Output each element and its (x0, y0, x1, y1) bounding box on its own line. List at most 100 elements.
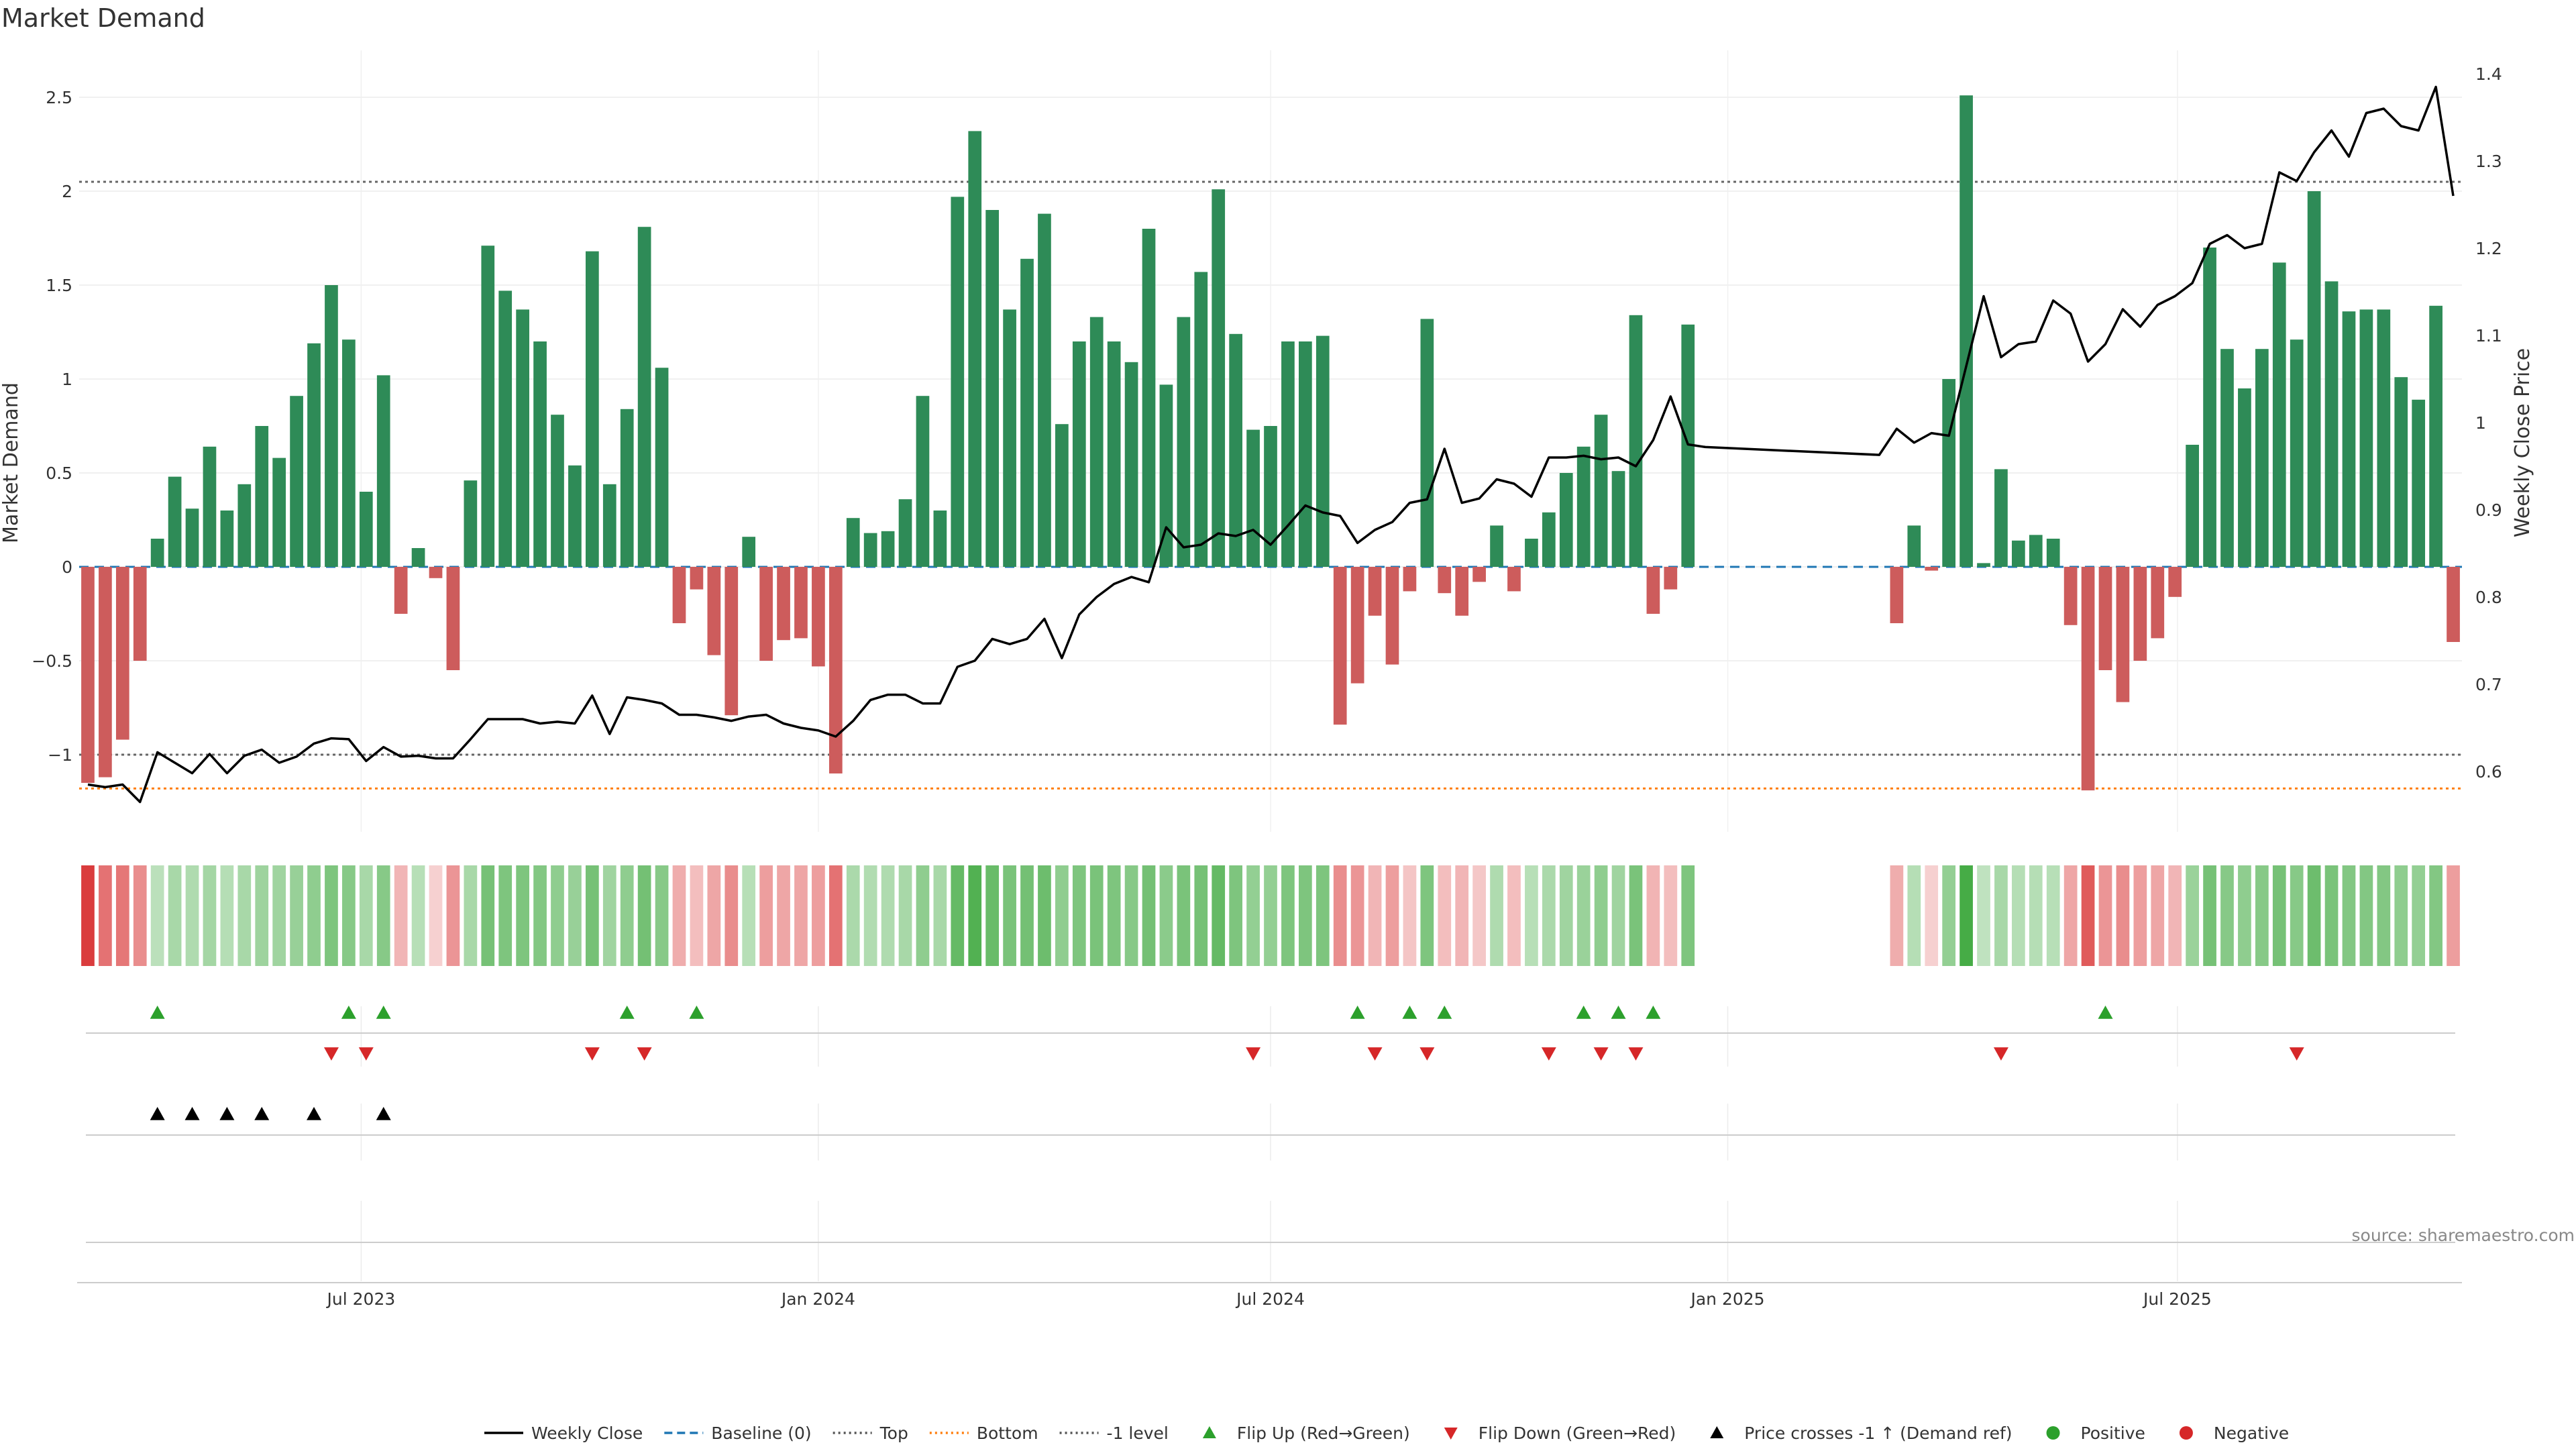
heat-strip-cell (794, 865, 808, 966)
demand-bar (2307, 191, 2321, 567)
heat-strip-cell (1977, 865, 1990, 966)
heat-strip-cell (150, 865, 164, 966)
demand-bar (168, 476, 182, 567)
heat-strip-cell (1264, 865, 1277, 966)
legend-item: Flip Down (Green→Red) (1444, 1424, 1676, 1443)
demand-bar (533, 341, 547, 567)
heat-strip-cell (481, 865, 495, 966)
right-y-tick-label: 1.1 (2475, 326, 2502, 345)
heat-strip-cell (1124, 865, 1138, 966)
heat-strip-cell (777, 865, 790, 966)
heat-strip-cell (2307, 865, 2321, 966)
demand-bar (968, 131, 982, 567)
x-axis: Jul 2023 Jan 2024 Jul 2024 Jan 2025 Jul 2025 (77, 1282, 2462, 1309)
heat-strip-cell (672, 865, 686, 966)
demand-bar (794, 567, 808, 639)
demand-bar (342, 339, 356, 567)
heat-strip-cell (99, 865, 112, 966)
demand-bar (551, 415, 564, 567)
demand-bar (1960, 95, 1973, 567)
right-y-tick-label: 0.9 (2475, 500, 2502, 520)
price-cross-marker (254, 1107, 270, 1120)
legend-label: Bottom (977, 1424, 1038, 1443)
heat-strip-cell (1960, 865, 1973, 966)
demand-bar (1942, 379, 1956, 567)
demand-bar (985, 210, 1000, 567)
demand-bar (1072, 341, 1086, 567)
demand-bar (759, 567, 773, 661)
heat-strip-cell (2081, 865, 2095, 966)
x-tick-label: Jul 2023 (326, 1289, 396, 1309)
heat-strip-cell (272, 865, 286, 966)
legend-label: Baseline (0) (711, 1424, 811, 1443)
demand-bar (1107, 341, 1121, 567)
heat-strip-cell (1246, 865, 1260, 966)
demand-bar (828, 567, 843, 773)
heat-strip-cell (1368, 865, 1382, 966)
heat-strip-cell (203, 865, 217, 966)
heat-strip-cell (828, 865, 843, 966)
flip-down-marker (1419, 1047, 1435, 1061)
flip-up-marker (619, 1006, 635, 1019)
heat-strip-cell (2203, 865, 2216, 966)
demand-bar (1664, 567, 1678, 590)
heat-strip-cell (2151, 865, 2165, 966)
demand-bar (1350, 567, 1364, 684)
heat-strip-cell (1333, 865, 1347, 966)
legend: Weekly Close Baseline (0) Top Bottom -1 leve… (484, 1424, 2289, 1443)
legend-item: Weekly Close (484, 1424, 643, 1443)
flip-up-marker (150, 1006, 165, 1019)
heat-strip-cell (1559, 865, 1573, 966)
demand-bar (1142, 229, 1156, 567)
heat-strip-cell (2046, 865, 2060, 966)
demand-bar (1124, 362, 1138, 567)
heat-strip-cell (2359, 865, 2373, 966)
heat-strip-cell (2324, 865, 2339, 966)
heat-strip-cell (237, 865, 252, 966)
heat-strip-cell (1925, 865, 1939, 966)
demand-bar (1925, 567, 1939, 571)
legend-item: Flip Up (Red→Green) (1202, 1424, 1410, 1443)
left-y-tick-label: 2.5 (46, 88, 72, 107)
heat-strip-cell (1299, 865, 1312, 966)
right-y-axis: 0.6 0.7 0.8 0.9 1 1.1 1.2 1.3 1.4 (2475, 64, 2502, 782)
demand-bar (1907, 525, 1921, 567)
legend-label: Weekly Close (531, 1424, 643, 1443)
demand-bar (724, 567, 739, 716)
heat-strip-cell (1107, 865, 1121, 966)
heat-strip-cell (1890, 865, 1904, 966)
heat-strip-cell (968, 865, 982, 966)
demand-bar (446, 567, 460, 670)
heat-strip-cell (1646, 865, 1660, 966)
heat-strip-cell (1159, 865, 1173, 966)
legend-label: Flip Down (Green→Red) (1479, 1424, 1676, 1443)
heat-strip-cell (446, 865, 460, 966)
heat-strip-cell (898, 865, 912, 966)
heat-strip-cell (951, 865, 965, 966)
flip-down-marker (1367, 1047, 1383, 1061)
heat-strip-cell (2447, 865, 2460, 966)
demand-bar (2063, 567, 2078, 625)
heat-strip-cell (724, 865, 739, 966)
heat-strip-cell (168, 865, 182, 966)
heat-strip-cell (411, 865, 425, 966)
flip-down-marker (1628, 1047, 1644, 1061)
demand-bar (1403, 567, 1417, 592)
legend-item: Positive (2046, 1424, 2145, 1443)
heat-strip-cell (533, 865, 547, 966)
right-y-tick-label: 0.8 (2475, 588, 2502, 607)
right-y-tick-label: 1.4 (2475, 64, 2502, 84)
heat-strip-cell (1281, 865, 1295, 966)
demand-bar (812, 567, 825, 667)
heat-strip-cell (812, 865, 825, 966)
demand-bar (133, 567, 147, 661)
demand-bar (2046, 539, 2060, 567)
heat-strip-cell (2272, 865, 2286, 966)
chart-title: Market Demand (1, 3, 205, 33)
flip-down-marker (2289, 1047, 2304, 1061)
demand-bar (1507, 567, 1521, 592)
demand-bar (1281, 341, 1295, 567)
demand-bar (325, 285, 338, 567)
flip-down-marker (584, 1047, 600, 1061)
demand-bar (2029, 535, 2043, 567)
